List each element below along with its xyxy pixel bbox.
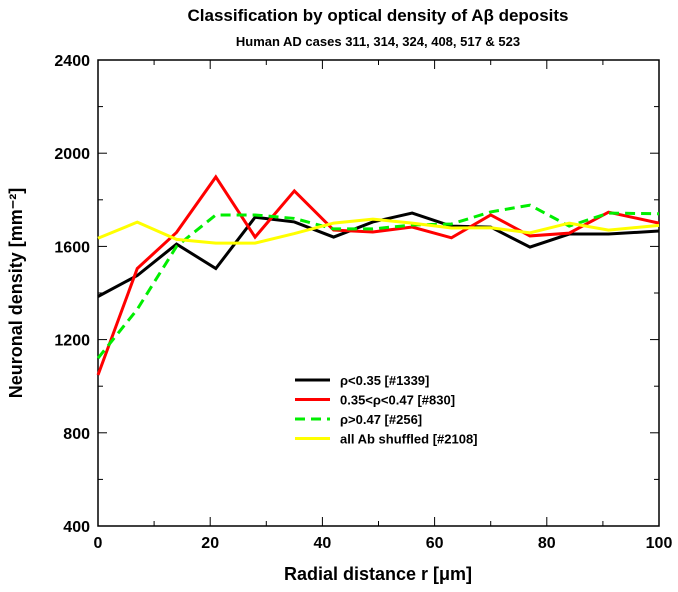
series-line-1 (96, 174, 660, 376)
y-axis-label: Neuronal density [mm⁻²] (6, 188, 26, 399)
x-tick-label: 60 (426, 535, 444, 552)
series-line-2 (96, 203, 660, 360)
x-tick-label: 20 (201, 535, 219, 552)
series-line-0 (97, 211, 660, 298)
y-tick-label: 800 (63, 426, 90, 443)
plot-frame (97, 59, 660, 527)
y-tick-label: 2000 (54, 146, 90, 163)
y-tick-label: 1600 (54, 239, 90, 256)
x-tick-label: 100 (646, 535, 673, 552)
x-axis-label: Radial distance r [μm] (284, 564, 472, 584)
legend-label-2: ρ>0.47 [#256] (340, 412, 422, 427)
y-tick-label: 2400 (54, 53, 90, 70)
series-line-3 (97, 217, 660, 245)
x-tick-label: 40 (314, 535, 332, 552)
x-tick-label: 80 (538, 535, 556, 552)
y-tick-label: 400 (63, 519, 90, 536)
y-tick-label: 1200 (54, 333, 90, 350)
legend-label-1: 0.35<ρ<0.47 [#830] (340, 393, 455, 408)
x-tick-label: 0 (94, 535, 103, 552)
chart-title: Classification by optical density of Aβ … (188, 6, 569, 25)
legend-label-0: ρ<0.35 [#1339] (340, 373, 429, 388)
chart-subtitle: Human AD cases 311, 314, 324, 408, 517 &… (236, 34, 520, 49)
legend-label-3: all Ab shuffled [#2108] (340, 432, 478, 447)
